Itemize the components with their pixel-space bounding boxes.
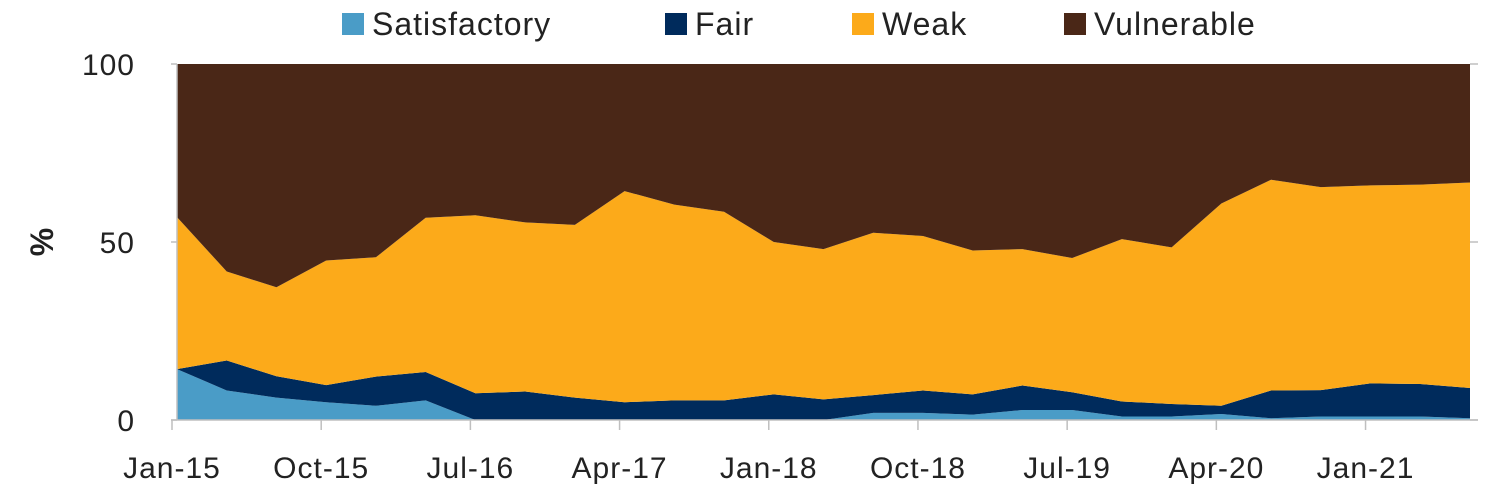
x-tick-label: Jan-15 [123,452,221,485]
y-axis-title: % [24,228,60,256]
x-tick-label: Jan-21 [1317,452,1415,485]
axes: 0 50 100% Jan-15 Oct-15 Jul-16 Apr-17 Jan-18 Oct… [24,49,1478,485]
y-tick-label: 0 [117,405,135,438]
x-tick-label: Apr-17 [572,452,668,485]
x-tick-label: Jan-18 [720,452,818,485]
legend-label-vulnerable: Vulnerable [1094,5,1256,42]
legend-label-satisfactory: Satisfactory [372,5,552,42]
legend-swatch-vulnerable [1064,13,1086,35]
legend-item-weak: Weak [852,2,967,46]
y-tick-label: 50 [100,227,135,260]
legend-label-fair: Fair [695,5,755,42]
x-tick-label: Oct-15 [273,452,369,485]
area-satisfactory [177,369,1470,420]
legend-swatch-fair [665,13,687,35]
x-tick-label: Jul-16 [427,452,515,485]
legend-item-satisfactory: Satisfactory [342,2,551,46]
legend-swatch-weak [852,13,874,35]
legend-item-vulnerable: Vulnerable [1064,2,1256,46]
area-vulnerable [177,64,1470,288]
y-tick-label: 100 [82,49,135,82]
area-weak [177,179,1470,406]
x-tick-label: Jul-19 [1023,452,1111,485]
area-fair [177,360,1470,420]
area-layers [177,64,1470,420]
legend-item-fair: Fair [665,2,754,46]
chart-legend: Satisfactory Fair Weak Vulnerable [0,2,1487,46]
legend-label-weak: Weak [882,5,968,42]
x-tick-label: Apr-20 [1168,452,1264,485]
legend-swatch-satisfactory [342,13,364,35]
x-tick-label: Oct-18 [870,452,966,485]
